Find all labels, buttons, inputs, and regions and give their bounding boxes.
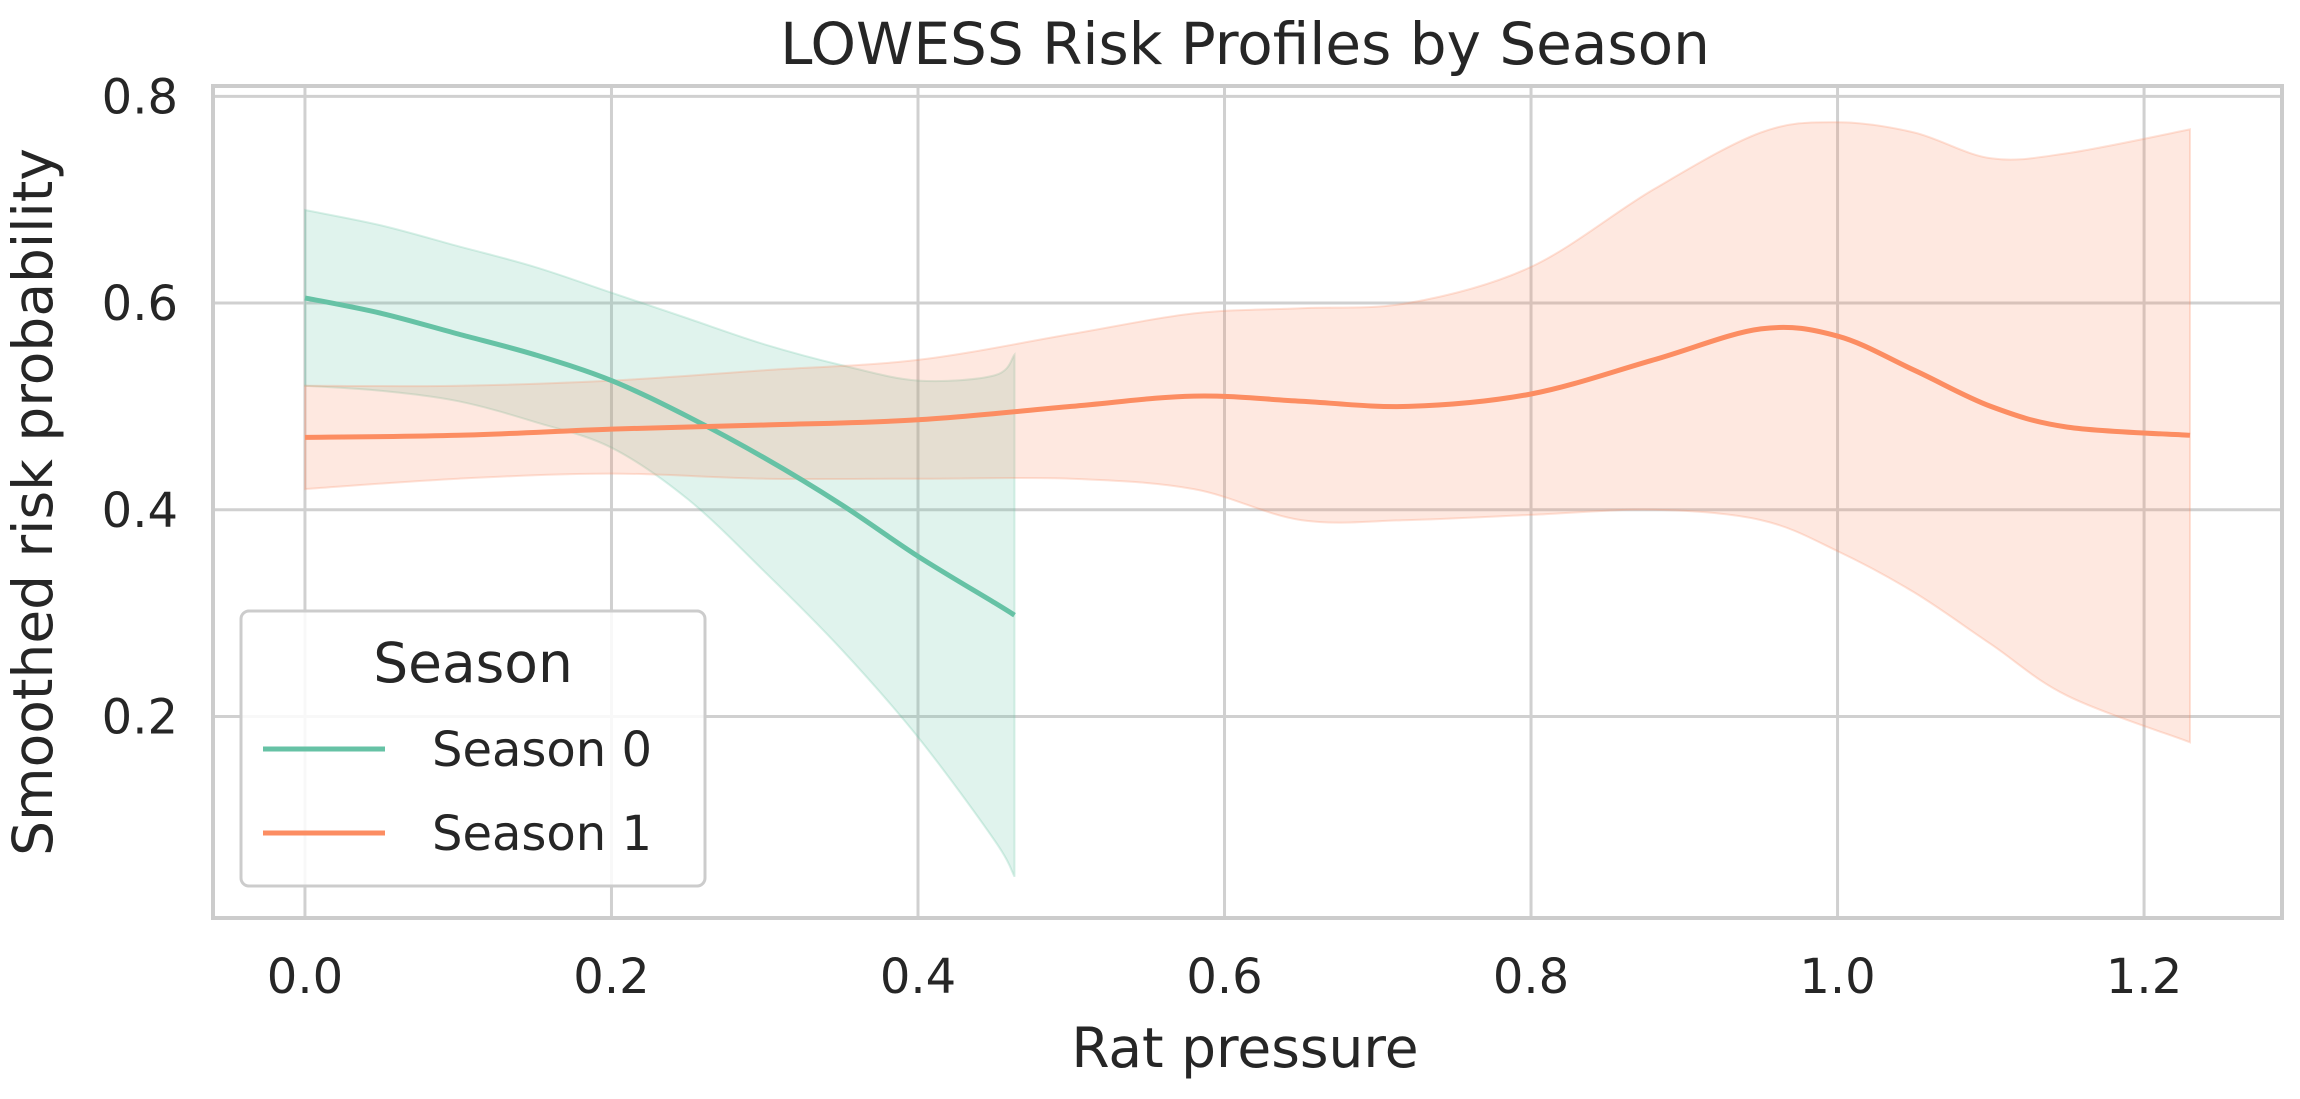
x-tick-label: 1.2: [2106, 949, 2182, 1005]
x-axis-label: Rat pressure: [1071, 1016, 1418, 1080]
x-tick-label: 0.6: [1186, 949, 1262, 1005]
plot-frame: [211, 84, 2284, 920]
y-tick-label: 0.2: [102, 689, 178, 745]
y-tick-label: 0.6: [102, 276, 178, 332]
y-tick-label: 0.4: [102, 483, 178, 539]
legend-label-season-0: Season 0: [432, 722, 652, 778]
series-lines: [304, 295, 2191, 618]
chart-title: LOWESS Risk Profiles by Season: [780, 10, 1710, 78]
legend-label-season-1: Season 1: [432, 806, 652, 862]
y-axis-label: Smoothed risk probability: [1, 148, 65, 856]
x-tick-label: 0.2: [573, 949, 649, 1005]
series-line-season-1: [304, 324, 2191, 440]
tick-labels: 0.0 0.2 0.4 0.6 0.8 1.0 1.2 0.2 0.4 0.6 0.8: [102, 69, 2183, 1005]
x-tick-label: 0.0: [267, 949, 343, 1005]
x-tick-label: 1.0: [1799, 949, 1875, 1005]
confidence-band-season-1: [304, 121, 2191, 744]
legend-box: [239, 609, 707, 888]
legend: Season Season 0 Season 1: [239, 609, 707, 888]
grid: [213, 86, 2282, 918]
x-tick-label: 0.8: [1493, 949, 1569, 1005]
legend-title: Season: [373, 631, 573, 695]
series-line-season-0: [304, 295, 1016, 618]
y-tick-label: 0.8: [102, 69, 178, 125]
x-tick-label: 0.4: [880, 949, 956, 1005]
